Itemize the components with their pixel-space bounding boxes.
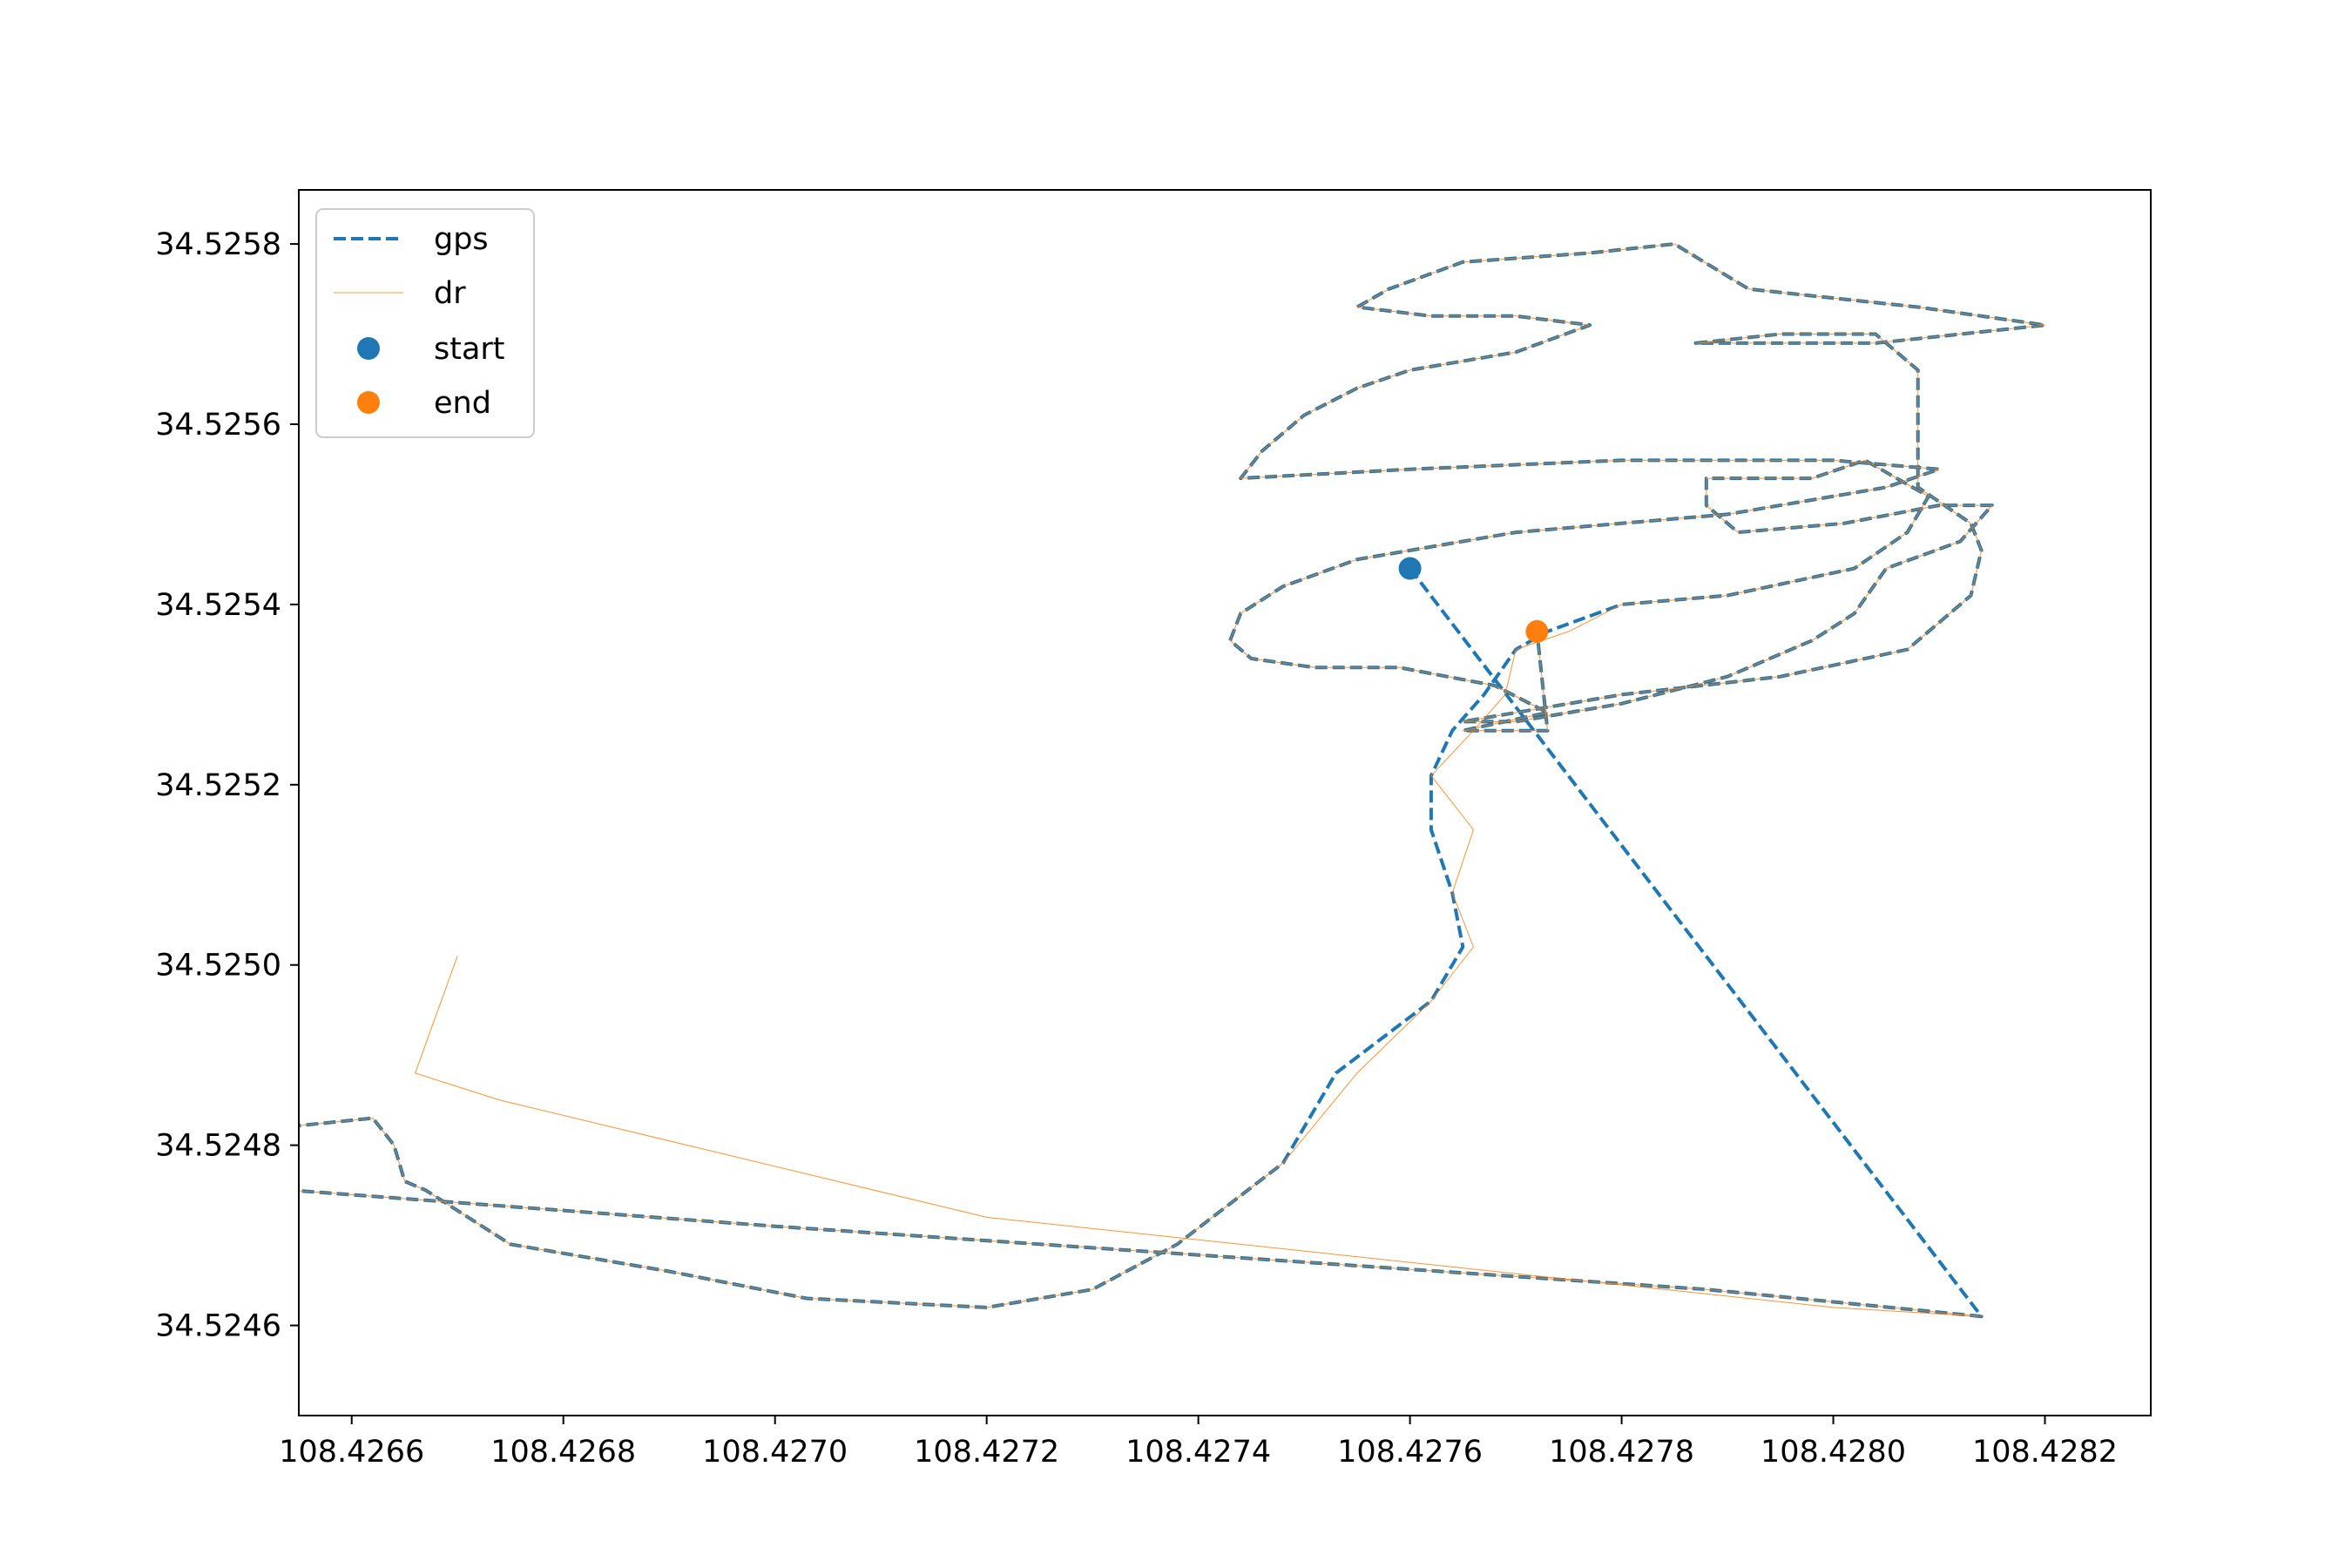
legend: gps dr start end xyxy=(315,208,535,438)
end-marker xyxy=(1525,619,1549,643)
x-tick-label: 108.4278 xyxy=(1549,1435,1694,1470)
y-axis: 34.5246 34.5248 34.5250 34.5252 34.5254 34.52… xyxy=(155,227,299,1344)
y-tick-label: 34.5248 xyxy=(155,1129,281,1164)
legend-start-label: start xyxy=(434,332,505,367)
start-marker xyxy=(1398,557,1422,580)
legend-end-label: end xyxy=(434,386,491,421)
x-tick-label: 108.4270 xyxy=(702,1435,848,1470)
y-tick-label: 34.5246 xyxy=(155,1309,281,1344)
x-tick-label: 108.4272 xyxy=(914,1435,1059,1470)
x-tick-label: 108.4274 xyxy=(1125,1435,1271,1470)
legend-start-marker xyxy=(357,337,380,360)
legend-end-marker xyxy=(357,391,380,414)
x-tick-label: 108.4280 xyxy=(1761,1435,1906,1470)
axes-frame xyxy=(298,189,2152,1416)
x-tick-label: 108.4282 xyxy=(1972,1435,2118,1470)
legend-gps-label: gps xyxy=(434,222,489,257)
y-tick-label: 34.5254 xyxy=(155,588,281,623)
y-tick-label: 34.5250 xyxy=(155,949,281,983)
y-tick-label: 34.5258 xyxy=(155,227,281,262)
y-tick-label: 34.5252 xyxy=(155,768,281,803)
dr-series-line xyxy=(299,243,2045,1317)
x-axis: 108.4266 108.4268 108.4270 108.4272 108.4274… xyxy=(279,1416,2118,1470)
plot-area xyxy=(299,242,2047,1319)
x-tick-label: 108.4266 xyxy=(279,1435,424,1470)
x-tick-label: 108.4276 xyxy=(1337,1435,1483,1470)
x-tick-label: 108.4268 xyxy=(490,1435,636,1470)
legend-dr-label: dr xyxy=(434,276,466,311)
legend-box xyxy=(315,208,535,438)
y-tick-label: 34.5256 xyxy=(155,408,281,443)
gps-series-line xyxy=(299,242,2047,1319)
